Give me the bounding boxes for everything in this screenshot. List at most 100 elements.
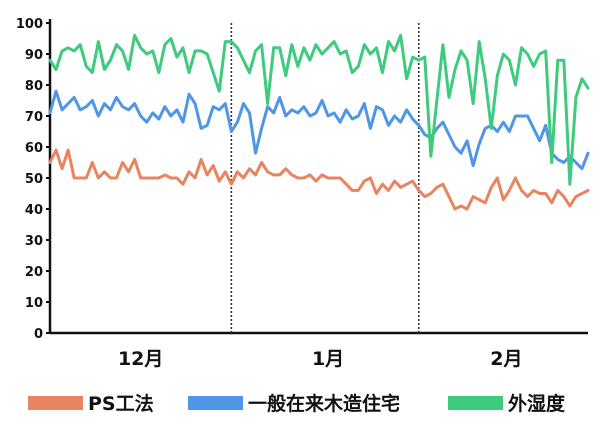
data-point <box>218 180 221 183</box>
data-point <box>538 139 541 142</box>
data-point <box>399 186 402 189</box>
data-point <box>502 53 505 55</box>
data-point <box>442 43 444 46</box>
data-point <box>448 195 450 198</box>
data-point <box>357 65 360 68</box>
data-point <box>411 118 414 120</box>
data-point <box>478 40 481 43</box>
data-point <box>387 124 390 127</box>
data-point <box>345 50 348 52</box>
data-point <box>260 43 263 46</box>
series-1 <box>48 89 590 171</box>
data-point <box>151 177 154 179</box>
data-point <box>411 180 414 183</box>
data-point <box>194 50 196 52</box>
y-tick-label: 10 <box>25 296 43 311</box>
data-point <box>429 155 432 158</box>
data-point <box>327 46 329 49</box>
data-point <box>85 65 88 68</box>
legend-label: 外湿度 <box>508 392 566 415</box>
y-tick-label: 80 <box>25 79 43 94</box>
data-point <box>242 102 245 105</box>
data-point <box>67 46 70 49</box>
data-point <box>115 177 118 179</box>
data-point <box>224 40 227 43</box>
data-point <box>79 43 82 46</box>
data-point <box>145 177 148 179</box>
data-point <box>327 115 329 117</box>
data-point <box>423 195 426 198</box>
data-point <box>272 112 275 114</box>
data-point <box>254 174 257 176</box>
data-point <box>206 124 209 127</box>
data-point <box>182 46 184 49</box>
data-point <box>73 96 76 99</box>
data-point <box>375 46 378 49</box>
data-point <box>121 161 124 164</box>
data-point <box>411 56 414 58</box>
data-point <box>399 121 402 124</box>
data-point <box>423 133 426 136</box>
data-point <box>103 68 106 71</box>
data-point <box>49 112 51 114</box>
y-tick-label: 70 <box>25 110 43 125</box>
legend-swatch <box>448 396 503 410</box>
data-point <box>284 167 287 170</box>
data-point <box>375 105 378 108</box>
data-point <box>248 167 251 170</box>
data-point <box>484 201 487 204</box>
data-point <box>103 102 106 105</box>
data-point <box>478 198 481 201</box>
data-point <box>520 46 523 49</box>
data-point <box>224 170 227 173</box>
series-line <box>48 33 590 186</box>
data-point <box>151 112 154 114</box>
data-point <box>61 108 63 111</box>
data-point <box>139 115 142 117</box>
data-point <box>284 74 287 77</box>
data-point <box>103 170 106 173</box>
data-point <box>230 130 233 133</box>
data-point <box>581 192 583 195</box>
data-point <box>375 192 378 195</box>
data-point <box>393 115 396 117</box>
data-point <box>296 112 299 114</box>
data-point <box>466 139 469 142</box>
data-point <box>496 74 499 77</box>
data-point <box>405 108 408 111</box>
data-point <box>442 121 444 124</box>
data-point <box>327 177 329 179</box>
data-point <box>514 84 517 86</box>
data-point <box>429 192 432 195</box>
data-point <box>188 71 190 74</box>
data-point <box>478 143 481 145</box>
data-point <box>109 108 112 111</box>
data-point <box>182 121 184 124</box>
legend-item: PS工法 <box>28 392 154 415</box>
legend-swatch <box>28 396 83 410</box>
data-point <box>369 127 372 130</box>
data-point <box>454 208 456 210</box>
data-point <box>351 118 354 120</box>
data-point <box>526 115 529 117</box>
data-point <box>163 43 166 46</box>
data-point <box>236 170 239 173</box>
data-point <box>333 177 336 179</box>
data-point <box>194 177 196 179</box>
data-point <box>91 161 94 164</box>
data-point <box>55 90 57 93</box>
data-point <box>435 127 438 130</box>
legend-label: PS工法 <box>88 392 154 415</box>
data-point <box>315 43 317 46</box>
data-point <box>333 40 336 43</box>
data-point <box>266 170 269 173</box>
data-point <box>97 115 100 117</box>
data-point <box>224 102 227 105</box>
data-point <box>484 127 487 130</box>
y-tick-label: 50 <box>25 172 43 187</box>
data-point <box>139 177 142 179</box>
data-point <box>417 124 420 127</box>
data-point <box>538 53 541 55</box>
